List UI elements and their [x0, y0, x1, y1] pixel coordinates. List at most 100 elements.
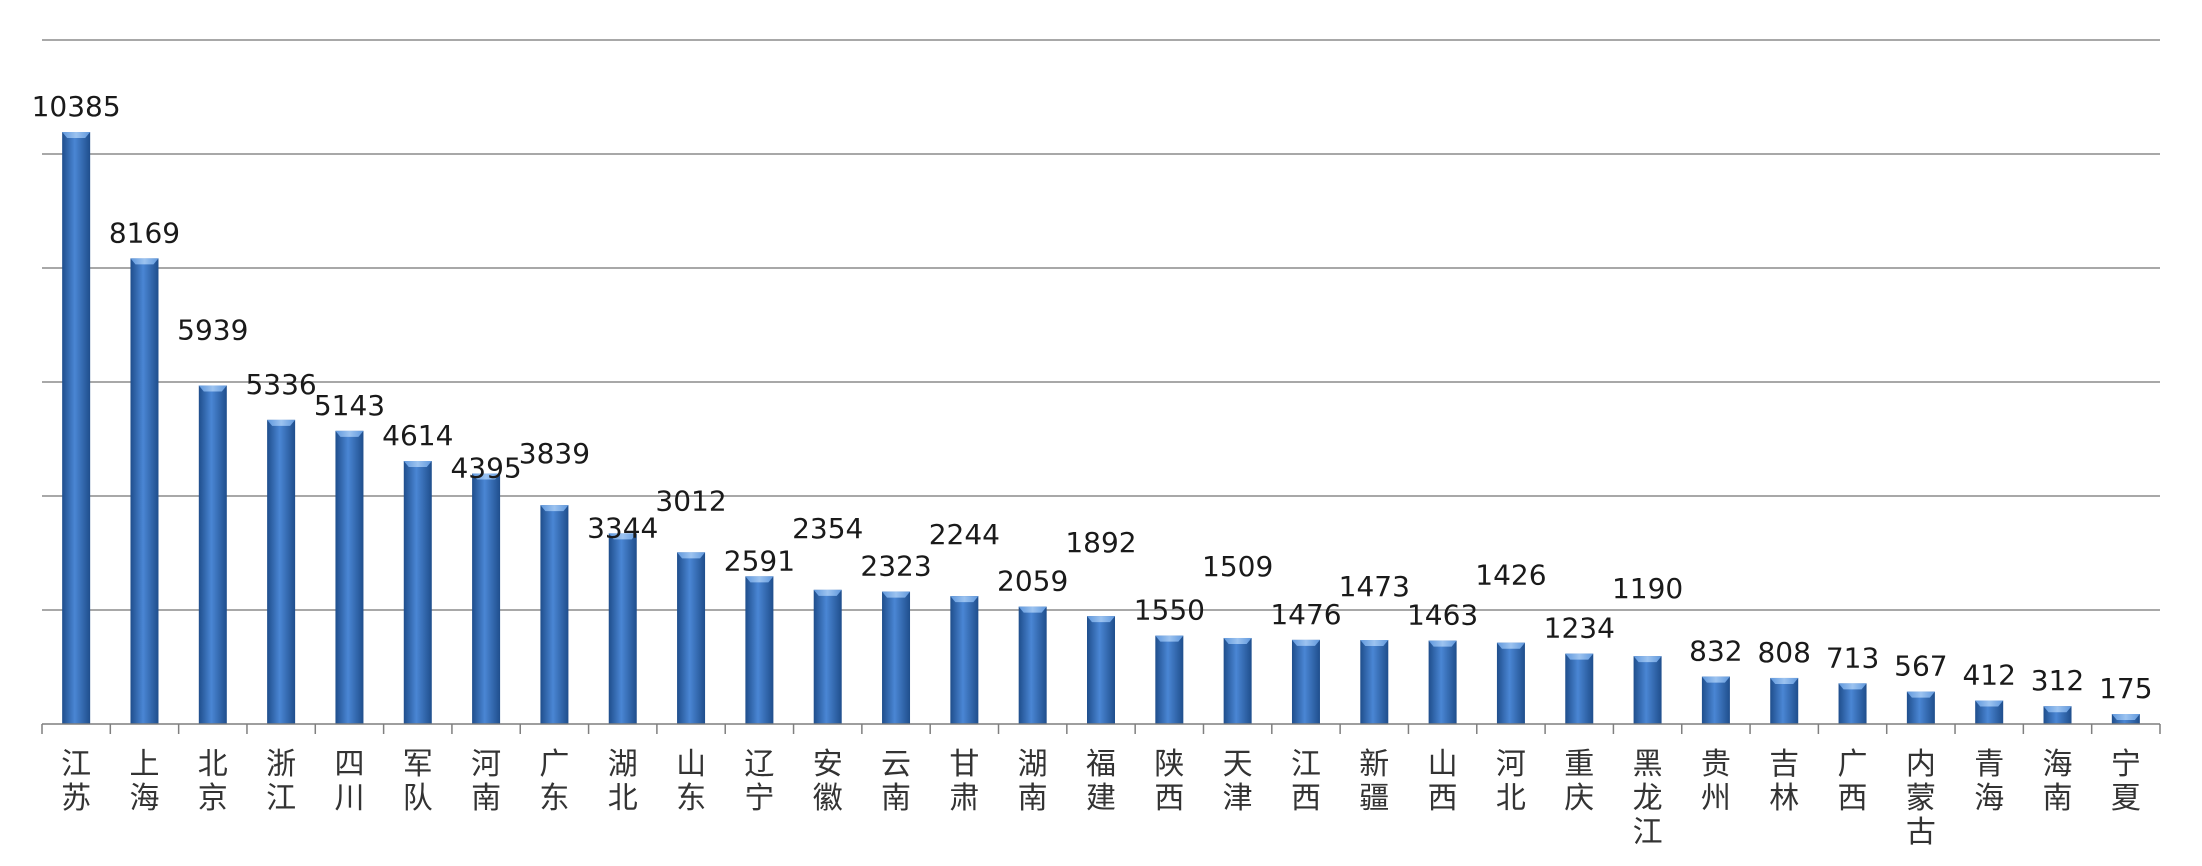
bar [608, 533, 637, 724]
bar [1360, 640, 1389, 724]
data-label: 2354 [792, 512, 863, 545]
bar-cap [1428, 640, 1457, 647]
data-label: 8169 [109, 216, 180, 249]
category-label: 广西 [1838, 747, 1868, 816]
bar-cap [2043, 706, 2072, 713]
bar-group [745, 576, 774, 724]
category-label: 海南 [2043, 747, 2073, 816]
category-label: 四川 [334, 747, 364, 816]
data-label: 1550 [1134, 594, 1205, 627]
data-label: 4395 [450, 451, 521, 484]
bar [813, 589, 842, 724]
bar [1838, 683, 1867, 724]
bar-group [1223, 637, 1252, 724]
bar-group [130, 258, 159, 724]
bar [198, 385, 227, 724]
data-label: 1473 [1339, 570, 1410, 603]
category-label: 湖北 [608, 747, 638, 816]
bar [1291, 639, 1320, 724]
bar-group [1291, 639, 1320, 724]
bar [1428, 640, 1457, 724]
bar-cap [335, 430, 364, 437]
bar-cap [745, 576, 774, 583]
bar-group [882, 591, 911, 724]
bar-group [1770, 677, 1799, 724]
category-label: 福建 [1086, 747, 1116, 816]
category-label: 广东 [539, 747, 569, 816]
bar-cap [813, 589, 842, 596]
bar-cap [1087, 616, 1115, 623]
category-label: 北京 [198, 747, 228, 816]
bar [1155, 635, 1184, 724]
category-label: 军队 [403, 747, 433, 816]
data-label: 175 [2099, 672, 2152, 705]
bar [882, 591, 911, 724]
bar-cap [1155, 635, 1184, 642]
bar-cap [403, 461, 432, 468]
data-label: 832 [1689, 635, 1742, 668]
category-label: 浙江 [266, 747, 296, 816]
bar [745, 576, 774, 724]
data-label: 2059 [997, 565, 1068, 598]
data-label: 5336 [245, 368, 316, 401]
data-label: 3344 [587, 511, 658, 544]
bar-group [1906, 691, 1935, 724]
data-label: 3839 [519, 437, 590, 470]
bar [677, 552, 706, 724]
category-label: 吉林 [1769, 747, 1799, 816]
bar-group [1018, 606, 1047, 724]
bar-group [2111, 714, 2140, 724]
bar-cap [267, 419, 296, 426]
bar-cap [1291, 639, 1320, 646]
bar-group [1087, 616, 1115, 724]
bar-cap [950, 596, 979, 603]
category-label: 河北 [1496, 747, 1526, 816]
category-label: 江西 [1291, 747, 1321, 816]
bar-cap [882, 591, 911, 598]
bar-group [403, 461, 432, 724]
bar-cap [130, 258, 159, 265]
x-axis [41, 723, 2161, 734]
bar [1770, 677, 1799, 724]
category-label: 云南 [881, 747, 911, 816]
data-label: 2591 [724, 544, 795, 577]
bar [403, 461, 432, 724]
category-label: 湖南 [1018, 747, 1048, 816]
category-label: 新疆 [1359, 747, 1389, 816]
category-label: 贵州 [1701, 747, 1731, 816]
data-label: 5143 [314, 389, 385, 422]
data-label: 2244 [929, 518, 1000, 551]
category-label: 宁夏 [2111, 747, 2141, 816]
bar-cap [1633, 656, 1662, 663]
data-label: 1463 [1407, 599, 1478, 632]
gridlines [42, 39, 2160, 611]
bar-group [950, 596, 979, 724]
bar-cap [198, 385, 227, 392]
bar-group [1701, 676, 1730, 724]
bar-cap [1838, 683, 1867, 690]
bar-cap [62, 132, 91, 139]
data-label: 1234 [1544, 612, 1615, 645]
bar-cap [1906, 691, 1935, 698]
category-label: 河南 [471, 747, 501, 816]
bar-group [1838, 683, 1867, 724]
data-label: 5939 [177, 313, 248, 346]
data-label: 808 [1757, 636, 1810, 669]
data-label: 10385 [32, 90, 121, 123]
bar-group [2043, 706, 2072, 724]
bar-cap [1496, 642, 1525, 649]
bar [267, 419, 296, 724]
bar-cap [1975, 700, 2004, 707]
bar-cap [1701, 676, 1730, 683]
bar-cap [1360, 640, 1389, 647]
category-label: 天津 [1223, 747, 1253, 816]
bar-group [335, 430, 364, 724]
bar-group [472, 473, 501, 724]
bar-cap [472, 473, 501, 480]
bar-cap [1565, 653, 1594, 660]
category-label: 安徽 [813, 747, 843, 816]
category-label: 甘肃 [949, 747, 979, 816]
bar-cap [608, 533, 637, 540]
